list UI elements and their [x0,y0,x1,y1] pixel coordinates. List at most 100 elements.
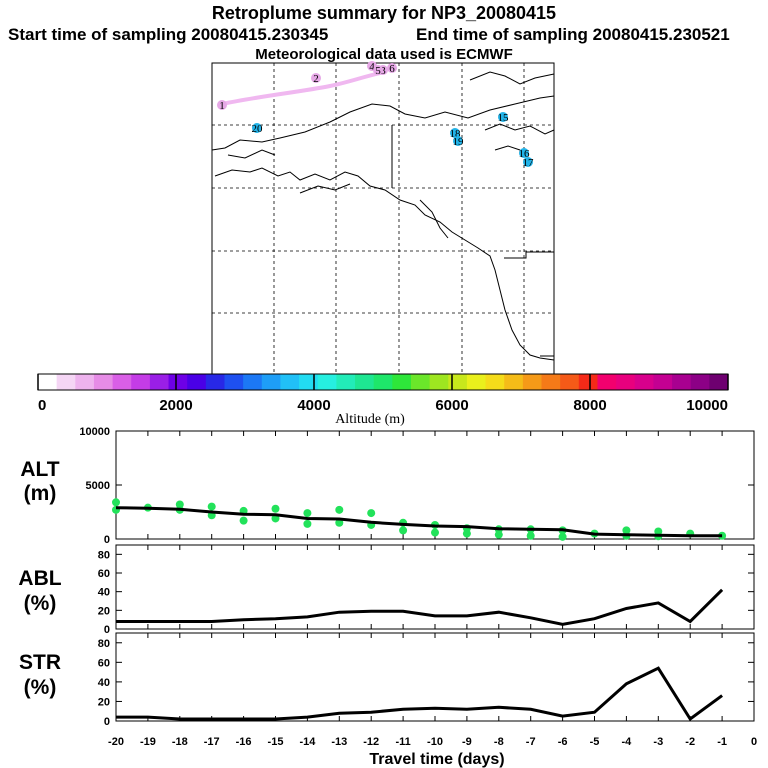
colorbar-swatch [75,374,95,390]
x-tick-label: -10 [427,736,443,748]
x-axis-label: Travel time (days) [369,751,504,768]
y-tick-label: 60 [98,657,110,669]
colorbar-swatch [131,374,151,390]
map-marker-dot [523,157,533,167]
map-marker-label: 15 [498,112,510,124]
map-marker-dot [498,112,508,122]
panel-title: ABL [18,567,61,590]
y-tick-label: 5000 [86,480,110,492]
map-marker-dot [519,148,529,158]
panel-alt: 0 5000 10000 ALT(m) [20,426,755,546]
scatter-point [271,514,280,523]
x-axis-ticks: -20 -19 -18 -17 -16 -15 -14 -13 -12 -11 -10 -9 -8 -7-… [108,736,757,748]
colorbar: 0 2000 4000 6000 8000 10000 Altitude (m) [37,373,729,427]
colorbar-swatch [448,374,468,390]
colorbar-swatch [56,374,76,390]
colorbar-swatch [429,374,449,390]
x-tick-label: -14 [299,736,316,748]
panel-unit: (%) [24,592,57,615]
map-marker-dot [387,63,397,73]
trajectory-path [221,70,386,106]
series-line [116,588,724,626]
colorbar-swatch [93,374,114,390]
scatter-point [367,509,376,518]
map-marker-label: 19 [453,136,465,148]
colorbar-swatch [317,374,337,390]
map-marker-dot [252,123,262,133]
colorbar-swatch [690,374,710,390]
colorbar-swatch [243,374,263,390]
y-tick-label: 60 [98,568,110,580]
colorbar-swatch [504,374,524,390]
map-marker-label: 16 [519,148,531,160]
panel-abl: 0 20 40 60 80 ABL(%) [18,544,755,636]
colorbar-swatch [392,374,412,390]
map-marker-label: 1 [219,100,225,112]
colorbar-swatch [466,374,487,390]
colorbar-swatch [280,374,300,390]
chart-title: Retroplume summary for NP3_20080415 [211,3,557,23]
colorbar-swatch [299,374,319,390]
met-data-label: Meteorological data used is ECMWF [255,46,513,63]
y-tick-label: 0 [104,534,110,546]
colorbar-swatch [410,374,431,390]
scatter-point [303,509,312,518]
panel-unit: (m) [24,482,57,505]
colorbar-swatch [112,374,132,390]
x-tick-label: -20 [108,736,124,748]
colorbar-swatch [38,374,58,390]
colorbar-swatch [336,374,356,390]
colorbar-swatch [149,374,170,390]
map-marker-label: 20 [252,123,264,135]
y-tick-label: 20 [98,605,110,617]
map-marker-label: 18 [450,128,462,140]
scatter-point [431,528,439,537]
y-tick-label: 0 [104,716,110,728]
colorbar-swatch [187,374,207,390]
map-marker-dot [453,136,463,146]
end-time-label: End time of sampling 20080415.230521 [416,25,730,44]
scatter-point [207,502,216,511]
x-tick-label: -15 [268,736,284,748]
colorbar-swatch [672,374,692,390]
x-tick-label: -2 [685,736,695,748]
scatter-point [239,516,248,525]
y-tick-label: 80 [98,638,110,650]
colorbar-tick-label: 4000 [297,397,330,414]
map-marker-label: 2 [313,73,319,85]
scatter-point [303,519,312,528]
colorbar-swatch [205,374,225,390]
panel-title: ALT [20,458,59,481]
colorbar-swatch [578,374,598,390]
colorbar-tick-label: 10000 [686,397,728,414]
map-marker-dot [311,73,321,83]
colorbar-tick-label: 8000 [573,397,606,414]
scatter-point [462,529,471,538]
x-tick-label: -5 [590,736,600,748]
x-tick-label: -12 [363,736,379,748]
y-tick-label: 20 [98,696,110,708]
scatter-point [494,530,503,539]
map-gridlines [212,63,554,375]
x-tick-label: -16 [236,736,252,748]
series-line [115,506,723,538]
x-tick-label: -18 [172,736,188,748]
x-tick-label: -4 [622,736,633,748]
map-marker-dot [450,128,460,138]
scatter-point [526,531,535,540]
map-marker-label: 6 [389,63,395,75]
x-tick-label: -9 [462,736,472,748]
map-marker-dot [217,100,227,110]
start-time-label: Start time of sampling 20080415.230345 [8,25,329,44]
colorbar-swatch [616,374,636,390]
colorbar-label: Altitude (m) [335,412,405,427]
colorbar-swatch [522,374,543,390]
x-tick-label: -3 [653,736,663,748]
colorbar-swatch [355,374,375,390]
x-tick-label: -13 [331,736,347,748]
x-tick-label: -11 [395,736,410,748]
x-tick-label: -7 [526,736,536,748]
time-series-panels: 0500010000ALT(m)020406080ABL(%)020406080… [18,426,755,728]
